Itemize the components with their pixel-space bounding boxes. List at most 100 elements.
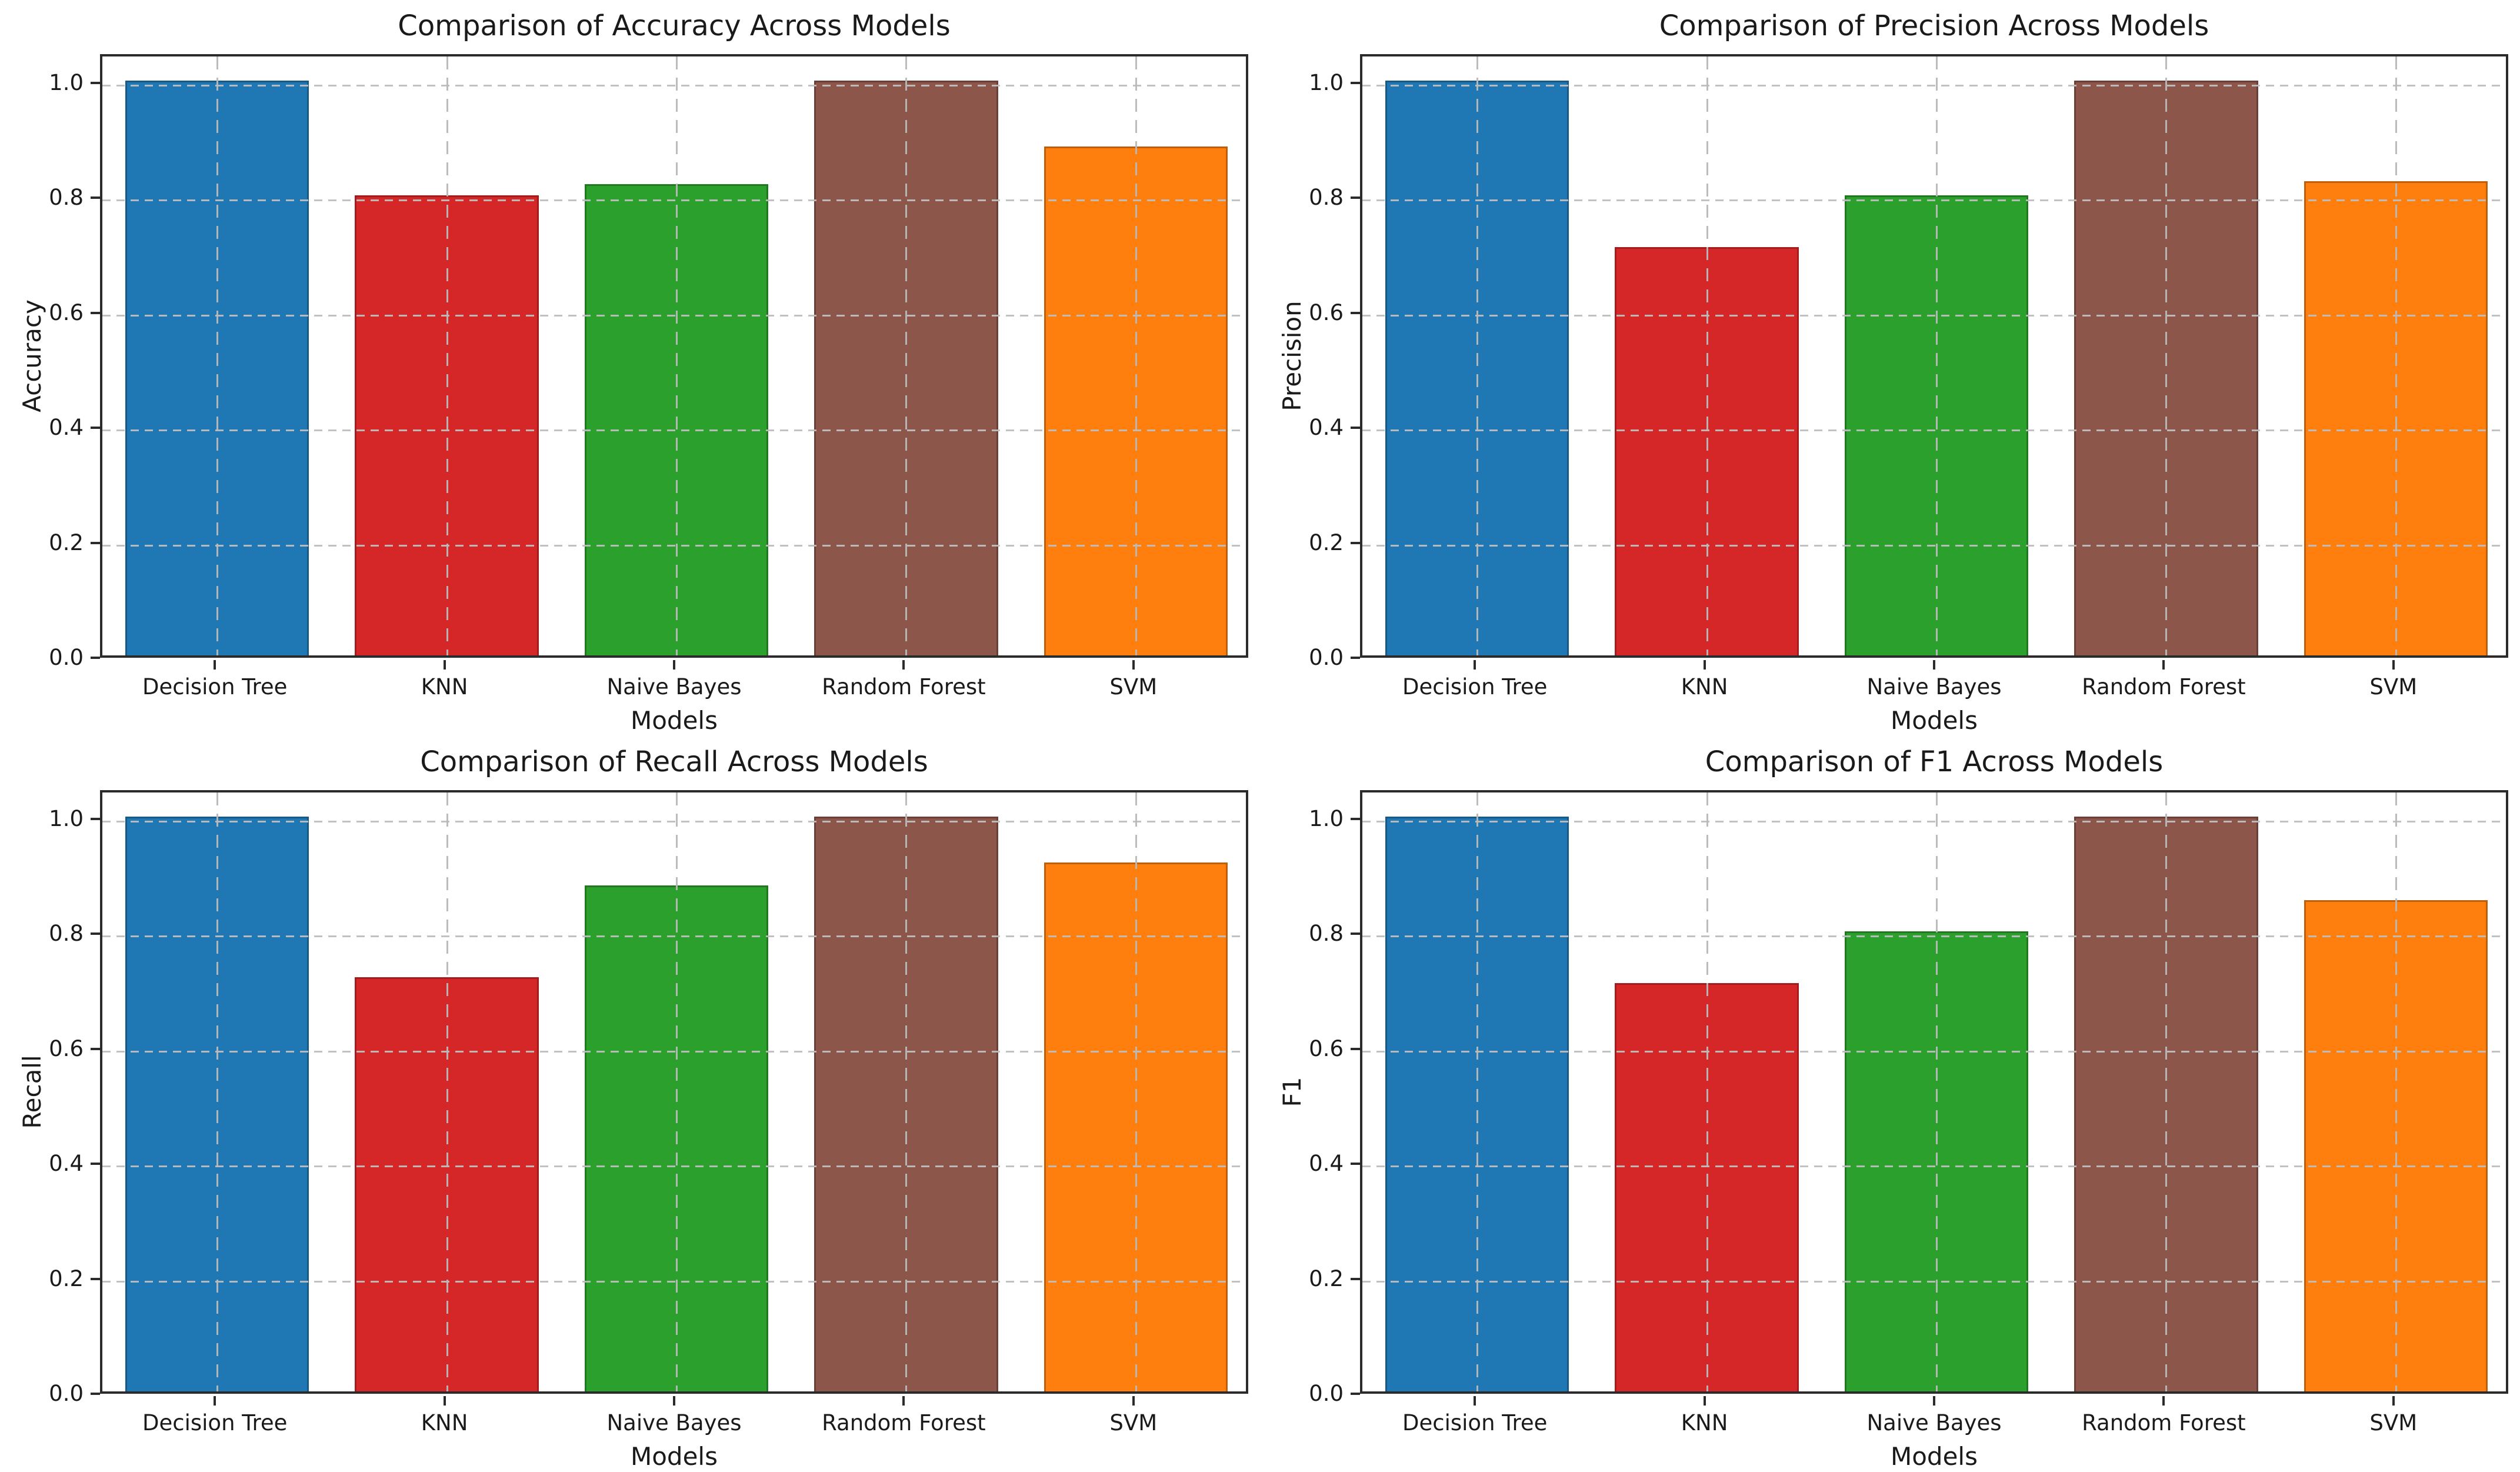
x-axis-label: Models — [631, 706, 718, 735]
y-tick-mark — [1351, 933, 1360, 935]
x-tick-label-decision-tree: Decision Tree — [1402, 674, 1548, 700]
x-tick-label-svm: SVM — [2369, 674, 2418, 700]
plot-area — [1360, 54, 2508, 658]
h-gridline — [102, 1050, 1246, 1053]
x-tick-mark — [2162, 660, 2165, 670]
y-tick-label: 0.2 — [49, 1265, 84, 1291]
h-gridline — [1362, 314, 2506, 317]
v-gridline — [2395, 56, 2397, 655]
x-tick-label-decision-tree: Decision Tree — [142, 674, 288, 700]
x-tick-mark — [2392, 660, 2395, 670]
y-tick-label: 0.8 — [49, 185, 84, 211]
x-tick-mark — [1703, 660, 1706, 670]
v-gridline — [905, 792, 908, 1391]
x-tick-label-svm: SVM — [1109, 674, 1158, 700]
h-gridline — [102, 314, 1246, 317]
chart-precision: Comparison of Precision Across Models Pr… — [1260, 0, 2520, 736]
y-tick-mark — [91, 933, 100, 935]
v-gridline — [1476, 56, 1479, 655]
x-tick-label-naive-bayes: Naive Bayes — [1866, 1410, 2002, 1436]
v-gridline — [1135, 56, 1137, 655]
y-tick-label: 1.0 — [49, 69, 84, 95]
x-tick-mark — [1132, 1396, 1135, 1406]
y-tick-label: 0.0 — [1309, 1381, 1344, 1406]
y-tick-label: 1.0 — [1309, 805, 1344, 831]
x-axis-label: Models — [1891, 1442, 1978, 1471]
y-tick-mark — [91, 817, 100, 820]
y-tick-mark — [91, 427, 100, 429]
x-tick-label-svm: SVM — [2369, 1410, 2418, 1436]
x-tick-label-knn: KNN — [421, 674, 468, 700]
v-gridline — [1706, 792, 1708, 1391]
x-tick-mark — [673, 1396, 675, 1406]
v-gridline — [216, 56, 219, 655]
v-gridline — [216, 792, 219, 1391]
h-gridline — [102, 820, 1246, 822]
y-tick-label: 0.8 — [49, 921, 84, 947]
y-tick-mark — [1351, 1047, 1360, 1050]
v-gridline — [446, 56, 448, 655]
y-tick-label: 0.4 — [49, 1151, 84, 1177]
h-gridline — [102, 84, 1246, 86]
x-tick-mark — [2162, 1396, 2165, 1406]
x-tick-mark — [1474, 1396, 1476, 1406]
h-gridline — [1362, 1280, 2506, 1283]
h-gridline — [102, 544, 1246, 547]
h-gridline — [102, 1165, 1246, 1168]
y-tick-mark — [91, 657, 100, 659]
x-tick-label-naive-bayes: Naive Bayes — [1866, 674, 2002, 700]
x-tick-mark — [443, 660, 446, 670]
h-gridline — [1362, 199, 2506, 202]
x-tick-label-random-forest: Random Forest — [822, 674, 986, 700]
y-tick-label: 1.0 — [1309, 69, 1344, 95]
v-gridline — [1706, 56, 1708, 655]
x-tick-label-knn: KNN — [1681, 1410, 1728, 1436]
v-gridline — [676, 56, 678, 655]
x-tick-label-naive-bayes: Naive Bayes — [606, 674, 742, 700]
y-tick-mark — [91, 197, 100, 199]
h-gridline — [1362, 429, 2506, 432]
y-tick-label: 0.0 — [49, 645, 84, 670]
h-gridline — [1362, 935, 2506, 938]
h-gridline — [1362, 1165, 2506, 1168]
chart-title: Comparison of Accuracy Across Models — [398, 9, 951, 42]
h-gridline — [102, 199, 1246, 202]
x-tick-label-naive-bayes: Naive Bayes — [606, 1410, 742, 1436]
y-tick-label: 0.4 — [49, 415, 84, 441]
x-tick-mark — [443, 1396, 446, 1406]
y-tick-label: 0.2 — [49, 529, 84, 555]
y-tick-mark — [1351, 1393, 1360, 1395]
y-tick-mark — [1351, 427, 1360, 429]
x-tick-label-decision-tree: Decision Tree — [1402, 1410, 1548, 1436]
plot-area — [100, 54, 1248, 658]
chart-f1: Comparison of F1 Across Models F1 Models… — [1260, 736, 2520, 1472]
y-tick-mark — [91, 1277, 100, 1280]
y-tick-label: 0.6 — [1309, 299, 1344, 325]
chart-title: Comparison of Precision Across Models — [1659, 9, 2209, 42]
plot-area — [1360, 790, 2508, 1394]
y-tick-label: 0.0 — [49, 1381, 84, 1406]
x-tick-label-random-forest: Random Forest — [2082, 1410, 2246, 1436]
y-axis-label: Recall — [18, 1055, 46, 1129]
x-axis-label: Models — [631, 1442, 718, 1471]
y-tick-label: 0.4 — [1309, 415, 1344, 441]
x-tick-mark — [1703, 1396, 1706, 1406]
v-gridline — [1936, 56, 1938, 655]
y-tick-mark — [1351, 1277, 1360, 1280]
y-tick-label: 0.0 — [1309, 645, 1344, 670]
y-axis-label: F1 — [1278, 1077, 1306, 1107]
x-tick-mark — [902, 1396, 905, 1406]
y-tick-mark — [91, 1047, 100, 1050]
y-tick-mark — [1351, 657, 1360, 659]
y-tick-label: 0.2 — [1309, 529, 1344, 555]
h-gridline — [1362, 544, 2506, 547]
x-tick-label-svm: SVM — [1109, 1410, 1158, 1436]
chart-title: Comparison of Recall Across Models — [420, 745, 928, 778]
chart-title: Comparison of F1 Across Models — [1705, 745, 2164, 778]
y-tick-label: 0.6 — [49, 1035, 84, 1061]
h-gridline — [1362, 820, 2506, 822]
v-gridline — [2395, 792, 2397, 1391]
chart-recall: Comparison of Recall Across Models Recal… — [0, 736, 1260, 1472]
h-gridline — [1362, 84, 2506, 86]
